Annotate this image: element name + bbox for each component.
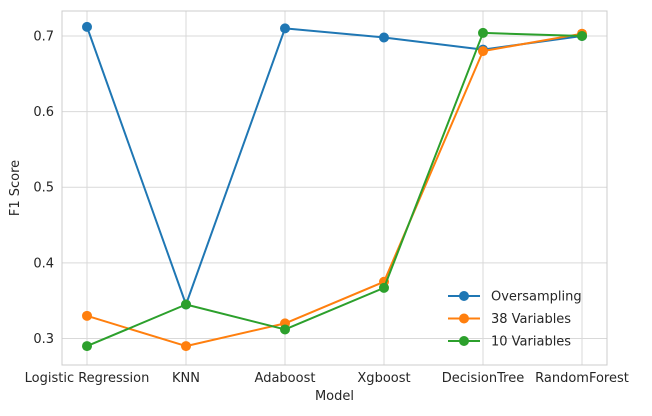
grid <box>62 11 607 365</box>
x-tick-label: RandomForest <box>535 371 629 386</box>
y-tick-label: 0.6 <box>33 105 54 120</box>
y-tick-label: 0.3 <box>33 332 54 347</box>
data-point <box>478 27 488 38</box>
y-tick-label: 0.7 <box>33 29 54 44</box>
legend: Oversampling 38 Variables 10 Variables <box>448 290 582 350</box>
legend-label: Oversampling <box>491 290 582 305</box>
legend-label: 10 Variables <box>491 335 571 350</box>
series-10-variables <box>82 27 587 352</box>
data-point <box>577 30 587 41</box>
data-point <box>82 21 92 32</box>
series-line <box>86 31 583 348</box>
y-tick-label: 0.5 <box>33 181 54 196</box>
legend-marker <box>459 336 469 346</box>
x-axis-label: Model <box>315 389 354 404</box>
x-tick-label: Adaboost <box>255 371 316 386</box>
y-tick-labels: 0.3 0.4 0.5 0.6 0.7 <box>33 29 54 347</box>
series-line <box>86 32 583 348</box>
data-point <box>82 310 92 321</box>
data-point <box>181 299 191 310</box>
plot-frame <box>61 10 608 366</box>
x-tick-label: DecisionTree <box>442 371 524 386</box>
legend-marker <box>459 291 469 301</box>
data-point <box>379 32 389 43</box>
x-tick-labels: Logistic Regression KNN Adaboost Xgboost Dec… <box>25 371 629 386</box>
data-point <box>478 46 488 57</box>
data-point <box>82 341 92 352</box>
x-tick-label: KNN <box>172 371 200 386</box>
data-point <box>280 324 290 335</box>
series-group <box>82 21 587 352</box>
x-tick-label: Xgboost <box>357 371 410 386</box>
y-tick-label: 0.4 <box>33 256 54 271</box>
legend-item: Oversampling <box>448 290 582 305</box>
legend-item: 38 Variables <box>448 312 571 327</box>
data-point <box>181 341 191 352</box>
y-axis-label: F1 Score <box>8 160 23 216</box>
legend-item: 10 Variables <box>448 335 571 350</box>
x-tick-label: Logistic Regression <box>25 371 150 386</box>
legend-marker <box>459 313 469 324</box>
legend-label: 38 Variables <box>491 312 571 327</box>
series-oversampling <box>82 21 587 310</box>
data-point <box>379 282 389 293</box>
data-point <box>280 23 290 34</box>
